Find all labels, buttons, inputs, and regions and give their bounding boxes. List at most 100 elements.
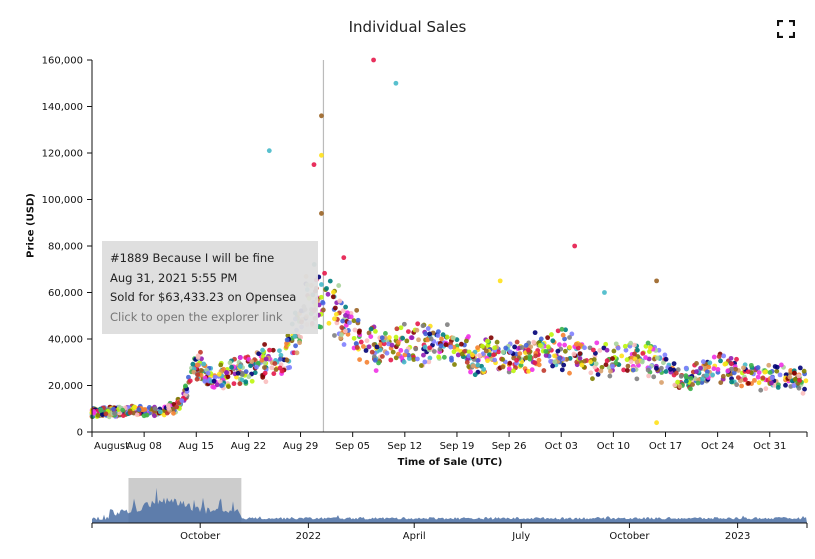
sale-point xyxy=(537,342,543,348)
sale-point xyxy=(588,370,594,376)
x-tick-label: Aug 29 xyxy=(283,441,318,452)
x-tick-label: Sep 05 xyxy=(335,441,370,452)
sale-point xyxy=(468,369,473,375)
sale-point xyxy=(519,345,525,350)
sale-point xyxy=(590,347,596,353)
sale-point xyxy=(455,352,461,358)
sale-point xyxy=(132,404,138,410)
sale-point xyxy=(654,355,660,361)
sale-point xyxy=(545,344,551,350)
sale-point xyxy=(678,373,684,379)
sale-point xyxy=(190,361,196,367)
sale-point xyxy=(552,353,557,359)
sale-point xyxy=(533,353,539,359)
sale-point xyxy=(198,349,203,355)
sale-point xyxy=(330,294,336,300)
sale-point xyxy=(472,372,478,378)
sale-point xyxy=(366,344,372,350)
sale-point xyxy=(729,366,734,372)
sale-point xyxy=(95,412,101,418)
sale-point xyxy=(671,361,677,367)
sale-point xyxy=(599,364,605,370)
sale-point xyxy=(492,345,498,351)
sale-point xyxy=(337,298,343,304)
sale-point xyxy=(216,371,222,377)
sale-point xyxy=(174,404,180,410)
sale-point xyxy=(260,347,265,353)
sale-point xyxy=(695,380,701,386)
sale-point xyxy=(414,327,420,333)
sale-point xyxy=(345,331,351,337)
outlier-sale-point xyxy=(572,243,578,249)
sale-point xyxy=(673,370,679,376)
sale-point xyxy=(492,357,498,363)
sale-point xyxy=(428,336,434,342)
sale-point xyxy=(628,340,634,346)
sale-point xyxy=(364,338,370,344)
sale-point xyxy=(706,364,712,370)
sale-tooltip[interactable]: #1889 Because I will be fine Aug 31, 202… xyxy=(102,241,318,334)
sale-point xyxy=(332,316,337,322)
sale-point xyxy=(733,366,739,372)
fullscreen-expand-icon[interactable] xyxy=(777,20,795,38)
sale-point xyxy=(322,270,327,276)
sale-point xyxy=(760,375,766,381)
sale-point xyxy=(293,343,298,349)
sale-point xyxy=(110,406,116,412)
sale-point xyxy=(272,361,278,366)
sale-point xyxy=(767,370,773,375)
overview-x-tick-label: October xyxy=(180,531,221,542)
outlier-sale-point xyxy=(266,148,272,154)
sale-point xyxy=(555,328,561,334)
sale-point xyxy=(357,357,363,362)
sale-point xyxy=(439,336,444,342)
sale-point xyxy=(363,348,369,353)
sale-point xyxy=(548,358,553,364)
sale-point xyxy=(647,349,652,354)
sale-point xyxy=(278,352,284,358)
tooltip-item-name: #1889 Because I will be fine xyxy=(110,251,275,265)
sale-point xyxy=(573,341,579,347)
sale-point xyxy=(336,283,342,288)
sale-point xyxy=(466,349,472,355)
sale-point xyxy=(645,367,651,373)
sale-point xyxy=(590,376,595,382)
tooltip-explorer-hint[interactable]: Click to open the explorer link xyxy=(110,309,283,324)
outlier-sale-point xyxy=(319,113,324,119)
sale-point xyxy=(179,398,185,403)
sale-point xyxy=(332,305,338,311)
sale-point xyxy=(361,344,366,349)
sale-point xyxy=(243,379,249,385)
sale-point xyxy=(720,373,726,379)
sale-point xyxy=(763,386,769,392)
sale-point xyxy=(277,365,283,371)
sale-point xyxy=(503,345,509,351)
sale-point xyxy=(152,413,157,419)
sale-point xyxy=(635,347,640,353)
y-tick-label: 40,000 xyxy=(48,335,83,346)
sale-point xyxy=(621,367,627,373)
sale-point xyxy=(226,384,231,389)
sale-point xyxy=(496,349,501,355)
sale-point xyxy=(632,351,637,357)
sale-point xyxy=(343,328,348,334)
sale-point xyxy=(557,355,562,361)
y-tick-label: 80,000 xyxy=(48,242,83,253)
sale-point xyxy=(742,377,748,382)
sale-point xyxy=(526,368,531,374)
sale-point xyxy=(398,325,404,331)
sale-point xyxy=(372,357,378,363)
overview-x-tick-label: October xyxy=(609,531,650,542)
sale-point xyxy=(186,374,191,380)
sale-point xyxy=(477,352,482,358)
sale-point xyxy=(683,373,689,379)
sale-point xyxy=(567,345,573,350)
sale-point xyxy=(134,412,140,418)
sale-point xyxy=(444,334,450,340)
sale-point xyxy=(755,365,761,370)
sale-point xyxy=(229,364,234,370)
sale-point xyxy=(532,330,538,336)
sale-point xyxy=(700,359,706,365)
sale-point xyxy=(415,356,420,362)
